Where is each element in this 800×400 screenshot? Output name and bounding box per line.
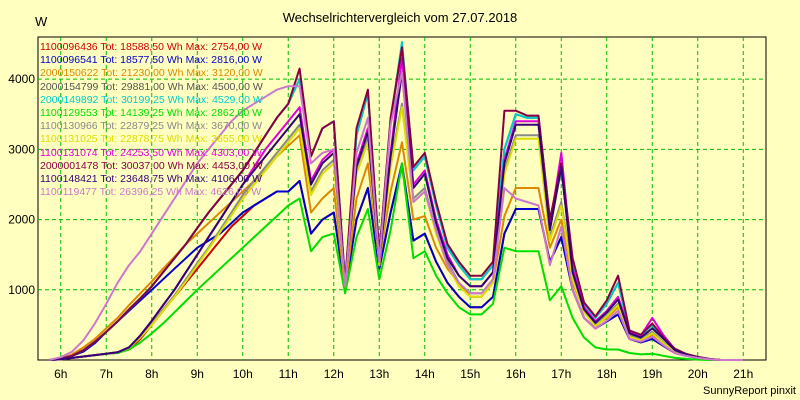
x-tick-label: 15h <box>460 367 480 381</box>
series-line-10 <box>49 46 744 361</box>
x-tick-label: 7h <box>100 367 113 381</box>
legend-entry: 2000150622 Tot: 21230,00 Wh Max: 3120,00… <box>40 67 263 80</box>
legend-entry: 1100131074 Tot: 24253,50 Wh Max: 4303,00… <box>40 146 263 159</box>
series-line-8 <box>49 106 744 361</box>
legend-entry: 2000149892 Tot: 30199,25 Wh Max: 4529,00… <box>40 93 263 106</box>
x-tick-label: 18h <box>597 367 617 381</box>
footer-credit: SunnyReport pinxit <box>703 385 796 397</box>
series-line-11 <box>49 71 744 361</box>
y-tick-label: 4000 <box>8 72 35 86</box>
x-tick-label: 14h <box>415 367 435 381</box>
x-tick-label: 11h <box>279 367 298 381</box>
chart-title: Wechselrichtervergleich vom 27.07.2018 <box>282 10 518 25</box>
legend-entry: 1100096541 Tot: 18577,50 Wh Max: 2816,00… <box>40 54 263 67</box>
legend-entry: 1100148421 Tot: 23648,75 Wh Max: 4106,00… <box>40 173 263 186</box>
x-tick-label: 13h <box>369 367 389 381</box>
x-tick-label: 19h <box>642 367 662 381</box>
legend-entry: 1100119477 Tot: 26396,25 Wh Max: 4626,00… <box>40 186 262 199</box>
series-line-6 <box>49 162 744 361</box>
x-tick-label: 21h <box>733 367 753 381</box>
legend-entry: 2000001478 Tot: 30037,00 Wh Max: 4453,00… <box>40 159 263 172</box>
x-tick-label: 10h <box>233 367 253 381</box>
series-line-12 <box>49 71 744 361</box>
y-tick-label: 2000 <box>8 213 35 227</box>
x-tick-label: 20h <box>688 367 708 381</box>
legend: 1100096436 Tot: 18588,50 Wh Max: 2754,00… <box>40 41 263 199</box>
y-tick-label: 3000 <box>8 142 35 156</box>
x-tick-label: 17h <box>551 367 571 381</box>
x-tick-label: 12h <box>324 367 344 381</box>
x-tick-label: 16h <box>506 367 526 381</box>
legend-entry: 1100129553 Tot: 14139,25 Wh Max: 2862,00… <box>40 107 263 120</box>
legend-entry: 1100096436 Tot: 18588,50 Wh Max: 2754,00… <box>40 41 263 53</box>
plot-border <box>37 36 767 361</box>
y-tick-label: 1000 <box>8 283 35 297</box>
legend-entry: 1100130966 Tot: 22879,25 Wh Max: 3670,00… <box>40 120 263 133</box>
x-tick-label: 8h <box>145 367 158 381</box>
legend-entry: 2000154799 Tot: 29881,00 Wh Max: 4500,00… <box>40 80 263 93</box>
legend-entry: 1100131025 Tot: 22878,75 Wh Max: 3655,00… <box>40 133 263 146</box>
x-tick-label: 6h <box>54 367 67 381</box>
y-axis-unit: W <box>35 14 48 29</box>
x-tick-label: 9h <box>191 367 204 381</box>
